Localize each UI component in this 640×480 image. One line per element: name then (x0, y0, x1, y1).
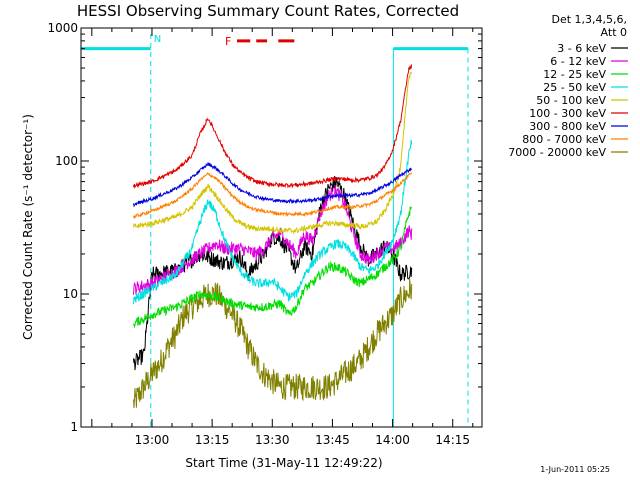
data-series (133, 64, 413, 409)
x-tick-label: 13:30 (255, 433, 290, 447)
plot-frame (80, 27, 483, 428)
y-axis-label: Corrected Count Rate (s⁻¹ detector⁻¹) (21, 114, 35, 340)
y-tick-label: 1 (70, 420, 78, 434)
legend-label: 50 - 100 keV (536, 94, 606, 107)
night-marker-label: N (154, 34, 161, 45)
series-line-100-300keV (133, 64, 413, 189)
date-stamp: 1-Jun-2011 05:25 (540, 465, 610, 474)
y-tick-label: 1000 (47, 21, 78, 35)
x-tick-label: 14:00 (375, 433, 410, 447)
series-line-300-800keV (133, 162, 413, 208)
x-tick-label: 13:45 (315, 433, 350, 447)
legend-header: Att 0 (601, 26, 627, 39)
series-line-6-12keV (133, 185, 413, 295)
legend-label: 25 - 50 keV (543, 81, 606, 94)
x-axis: 13:00 13:15 13:30 13:45 14:00 14:15 (91, 28, 474, 447)
y-tick-label: 100 (55, 154, 78, 168)
chart-title: HESSI Observing Summary Count Rates, Cor… (77, 2, 459, 20)
legend-label: 300 - 800 keV (529, 120, 606, 133)
x-tick-label: 13:15 (195, 433, 230, 447)
legend-label: 7000 - 20000 keV (508, 146, 606, 159)
series-line-25-50keV (133, 139, 413, 305)
series-line-800-7000keV (133, 172, 413, 220)
x-tick-label: 14:15 (435, 433, 470, 447)
series-line-12-25keV (133, 206, 413, 329)
x-tick-label: 13:00 (135, 433, 170, 447)
legend-label: 12 - 25 keV (543, 68, 606, 81)
legend-label: 6 - 12 keV (550, 55, 606, 68)
legend-header: Det 1,3,4,5,6, (551, 13, 627, 26)
y-axis: 1 10 100 1000 (47, 21, 482, 434)
x-axis-label: Start Time (31-May-11 12:49:22) (185, 456, 382, 470)
flare-indicator: F (225, 35, 295, 48)
y-tick-label: 10 (63, 287, 78, 301)
series-line-50-100keV (133, 71, 413, 235)
legend-label: 100 - 300 keV (529, 107, 606, 120)
series-line-7000-20000keV (133, 278, 413, 409)
legend-label: 800 - 7000 keV (522, 133, 606, 146)
legend-label: 3 - 6 keV (557, 42, 606, 55)
flare-marker-label: F (225, 35, 231, 48)
